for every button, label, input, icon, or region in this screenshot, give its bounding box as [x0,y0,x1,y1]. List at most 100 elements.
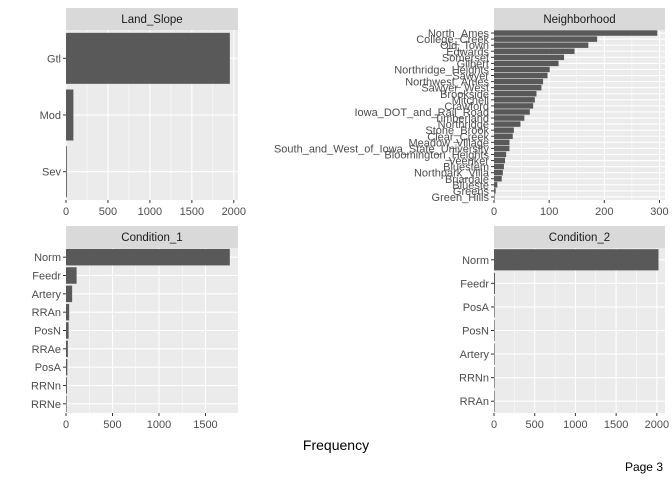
bar-bluestem [494,163,504,170]
y-tick-label: Artery [32,289,62,301]
y-tick-label: Timberland [434,113,489,125]
bar-blueste [494,182,498,188]
y-tick-label: Norm [462,255,489,267]
x-axis-title: Frequency [302,437,370,453]
bar-meadow-village [494,139,510,146]
y-tick-label: Bluestem [443,162,489,174]
facet-title: Condition_2 [549,232,610,244]
y-tick-label: RRAn [460,396,489,408]
y-tick-label: Blueste [452,180,489,192]
facet-strip [66,8,238,30]
y-tick-label: Veenker [449,156,490,168]
bar-veenker [494,157,506,164]
x-tick-label: 500 [103,419,121,431]
y-tick-label: Crawford [444,101,489,113]
y-tick-label: Feedr [32,271,61,283]
y-tick-label: Meadow_Village [408,137,489,149]
y-tick-label: PosN [34,326,61,338]
bar-posa [494,296,495,318]
bar-rrne [66,395,67,413]
x-tick-label: 1500 [193,419,217,431]
facet-land-slope: Land_Slope Gtl Mod Sev 0 500 1000 1500 2000 [40,8,246,218]
bar-rran [66,303,70,321]
y-tick-label: Bloomington_Heights [384,149,489,161]
bar-bloomington-heights [494,151,507,158]
x-tick-label: 0 [63,206,69,218]
bar-college-creek [494,36,598,42]
bar-iowa-dot-and-rail-road [494,109,530,115]
page-number-label: Page 3 [624,460,663,474]
y-tick-label: Northwest_Ames [405,77,489,89]
x-tick-label: 0 [63,419,69,431]
y-tick-label: Artery [460,349,490,361]
facet-condition-1: Condition_1 Norm Feedr Artery RRAn PosN RRAe Po… [31,226,238,431]
x-tick-label: 100 [540,206,558,218]
bar-sev [66,146,67,198]
y-tick-label: Stone_Brook [425,125,489,137]
y-tick-label: Old_Town [440,40,489,52]
bar-crawford [494,103,534,109]
bar-rrnn [66,377,67,394]
x-tick-label: 200 [595,206,613,218]
y-tick-label: RRAe [32,344,61,356]
y-tick-label: RRNn [31,381,61,393]
y-tick-label: Gtl [47,53,61,65]
bar-sawyer [494,72,548,79]
y-tick-label: Northpark_Villa [414,168,490,180]
y-tick-label: Iowa_DOT_and_Rail_Road [354,107,489,119]
bar-stone-brook [494,127,514,133]
y-tick-label: Green_Hills [432,192,490,204]
y-tick-label: South_and_West_of_Iowa_State_University [274,143,490,155]
bar-north-ames [494,30,658,36]
bar-greens [494,188,496,194]
bar-posa [66,358,68,376]
x-tick-label: 1500 [604,419,628,431]
y-tick-label: Clear_Creek [427,131,489,143]
y-tick-label: Sawyer [452,71,489,83]
x-tick-label: 1500 [180,206,204,218]
bar-gilbert [494,60,559,67]
bar-rran [494,390,495,412]
y-tick-label: Norm [34,252,61,264]
y-tick-label: RRAn [32,307,61,319]
y-tick-label: PosN [462,326,489,338]
bar-somerset [494,54,565,61]
bar-artery [66,285,73,303]
y-tick-label: RRNe [31,399,61,411]
bar-northpark-villa [494,169,503,176]
bar-norm [66,248,230,266]
x-tick-label: 1000 [147,419,171,431]
bar-gtl [66,32,230,84]
y-tick-label: RRNn [459,373,489,385]
y-tick-label: Mitchell [452,95,489,107]
x-tick-label: 2000 [222,206,246,218]
y-tick-label: Mod [40,110,61,122]
y-tick-label: PosA [463,302,490,314]
x-tick-label: 1000 [563,419,587,431]
bar-edwards [494,48,575,54]
bar-mod [66,89,74,141]
x-tick-label: 500 [99,206,117,218]
facet-title: Condition_1 [121,232,182,244]
facet-title: Neighborhood [543,14,615,26]
facet-strip [66,226,238,248]
y-tick-label: Gilbert [457,58,489,70]
facet-title: Land_Slope [121,14,182,26]
y-tick-label: Sawyer_West [421,83,489,95]
bar-posn [66,322,69,339]
y-tick-label: Northridge [438,119,489,131]
bar-northridge [494,121,521,127]
y-tick-label: Feedr [460,278,489,290]
bar-posn [494,319,495,342]
bar-old-town [494,42,589,48]
y-tick-label: PosA [35,362,62,374]
bar-rrae [66,340,68,358]
x-tick-label: 0 [491,419,497,431]
facet-neighborhood: Neighborhood North_AmesCollege_CreekOld_T… [274,8,669,218]
y-tick-label: College_Creek [416,34,489,46]
bar-mitchell [494,97,535,103]
bar-green-hills [494,194,495,200]
bar-briardale [494,176,502,182]
bar-brookside [494,91,537,97]
x-tick-label: 1000 [138,206,162,218]
